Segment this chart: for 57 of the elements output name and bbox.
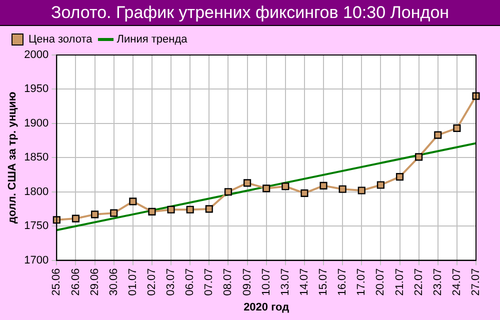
point — [91, 210, 99, 218]
point — [262, 184, 270, 192]
x-tick-label: 10.07 — [260, 268, 272, 296]
x-tick-label: 23.07 — [432, 268, 444, 296]
chart-title: Золото. График утренних фиксингов 10:30 Лондон — [0, 0, 500, 26]
point — [72, 214, 80, 222]
point — [472, 92, 480, 100]
y-axis-title: долл. США за тр. унцию — [6, 92, 19, 224]
point — [376, 181, 384, 189]
point — [434, 131, 442, 139]
x-tick-label: 29.06 — [88, 268, 101, 296]
point — [186, 206, 194, 214]
point — [358, 186, 366, 194]
y-tick-label: 1750 — [24, 220, 49, 232]
x-tick-label: 08.07 — [222, 268, 234, 296]
point — [129, 198, 137, 206]
point — [148, 208, 156, 216]
x-axis-title: 2020 год — [244, 301, 290, 314]
x-tick-label: 30.06 — [108, 268, 120, 296]
point — [243, 179, 252, 187]
point — [300, 189, 308, 197]
x-tick-label: 22.07 — [412, 268, 425, 296]
y-tick-label: 1850 — [24, 152, 49, 164]
y-tick-label: 2000 — [24, 49, 49, 62]
x-tick-label: 20.07 — [374, 268, 387, 296]
x-tick-label: 17.07 — [356, 268, 368, 296]
legend-label: Цена золота — [28, 34, 94, 46]
point — [205, 205, 213, 213]
point — [224, 188, 232, 196]
point — [320, 182, 328, 190]
point — [453, 124, 461, 132]
point — [415, 153, 423, 161]
x-tick-label: 13.07 — [279, 268, 292, 296]
x-tick-label: 02.07 — [146, 268, 158, 296]
point — [110, 209, 118, 217]
y-tick-label: 1950 — [24, 83, 49, 96]
x-tick-label: 07.07 — [203, 268, 216, 296]
x-tick-label: 09.07 — [241, 268, 254, 296]
x-tick-label: 25.06 — [50, 268, 63, 296]
point — [282, 182, 290, 190]
x-tick-label: 27.07 — [470, 268, 482, 296]
x-tick-label: 21.07 — [394, 268, 406, 296]
point — [167, 206, 175, 214]
y-tick-label: 1800 — [24, 186, 49, 198]
x-tick-label: 14.07 — [298, 268, 310, 296]
y-tick-label: 1900 — [24, 117, 49, 130]
x-tick-label: 03.07 — [165, 268, 178, 296]
legend-label: Линия тренда — [116, 34, 188, 46]
x-tick-label: 06.07 — [184, 268, 196, 296]
y-tick-label: 1700 — [24, 254, 49, 266]
x-tick-label: 26.06 — [70, 268, 82, 296]
x-tick-label: 24.07 — [450, 268, 463, 296]
x-tick-label: 16.07 — [336, 268, 349, 296]
x-tick-label: 01.07 — [126, 268, 139, 296]
point — [396, 173, 404, 181]
point — [338, 185, 346, 193]
x-tick-label: 15.07 — [318, 268, 330, 296]
